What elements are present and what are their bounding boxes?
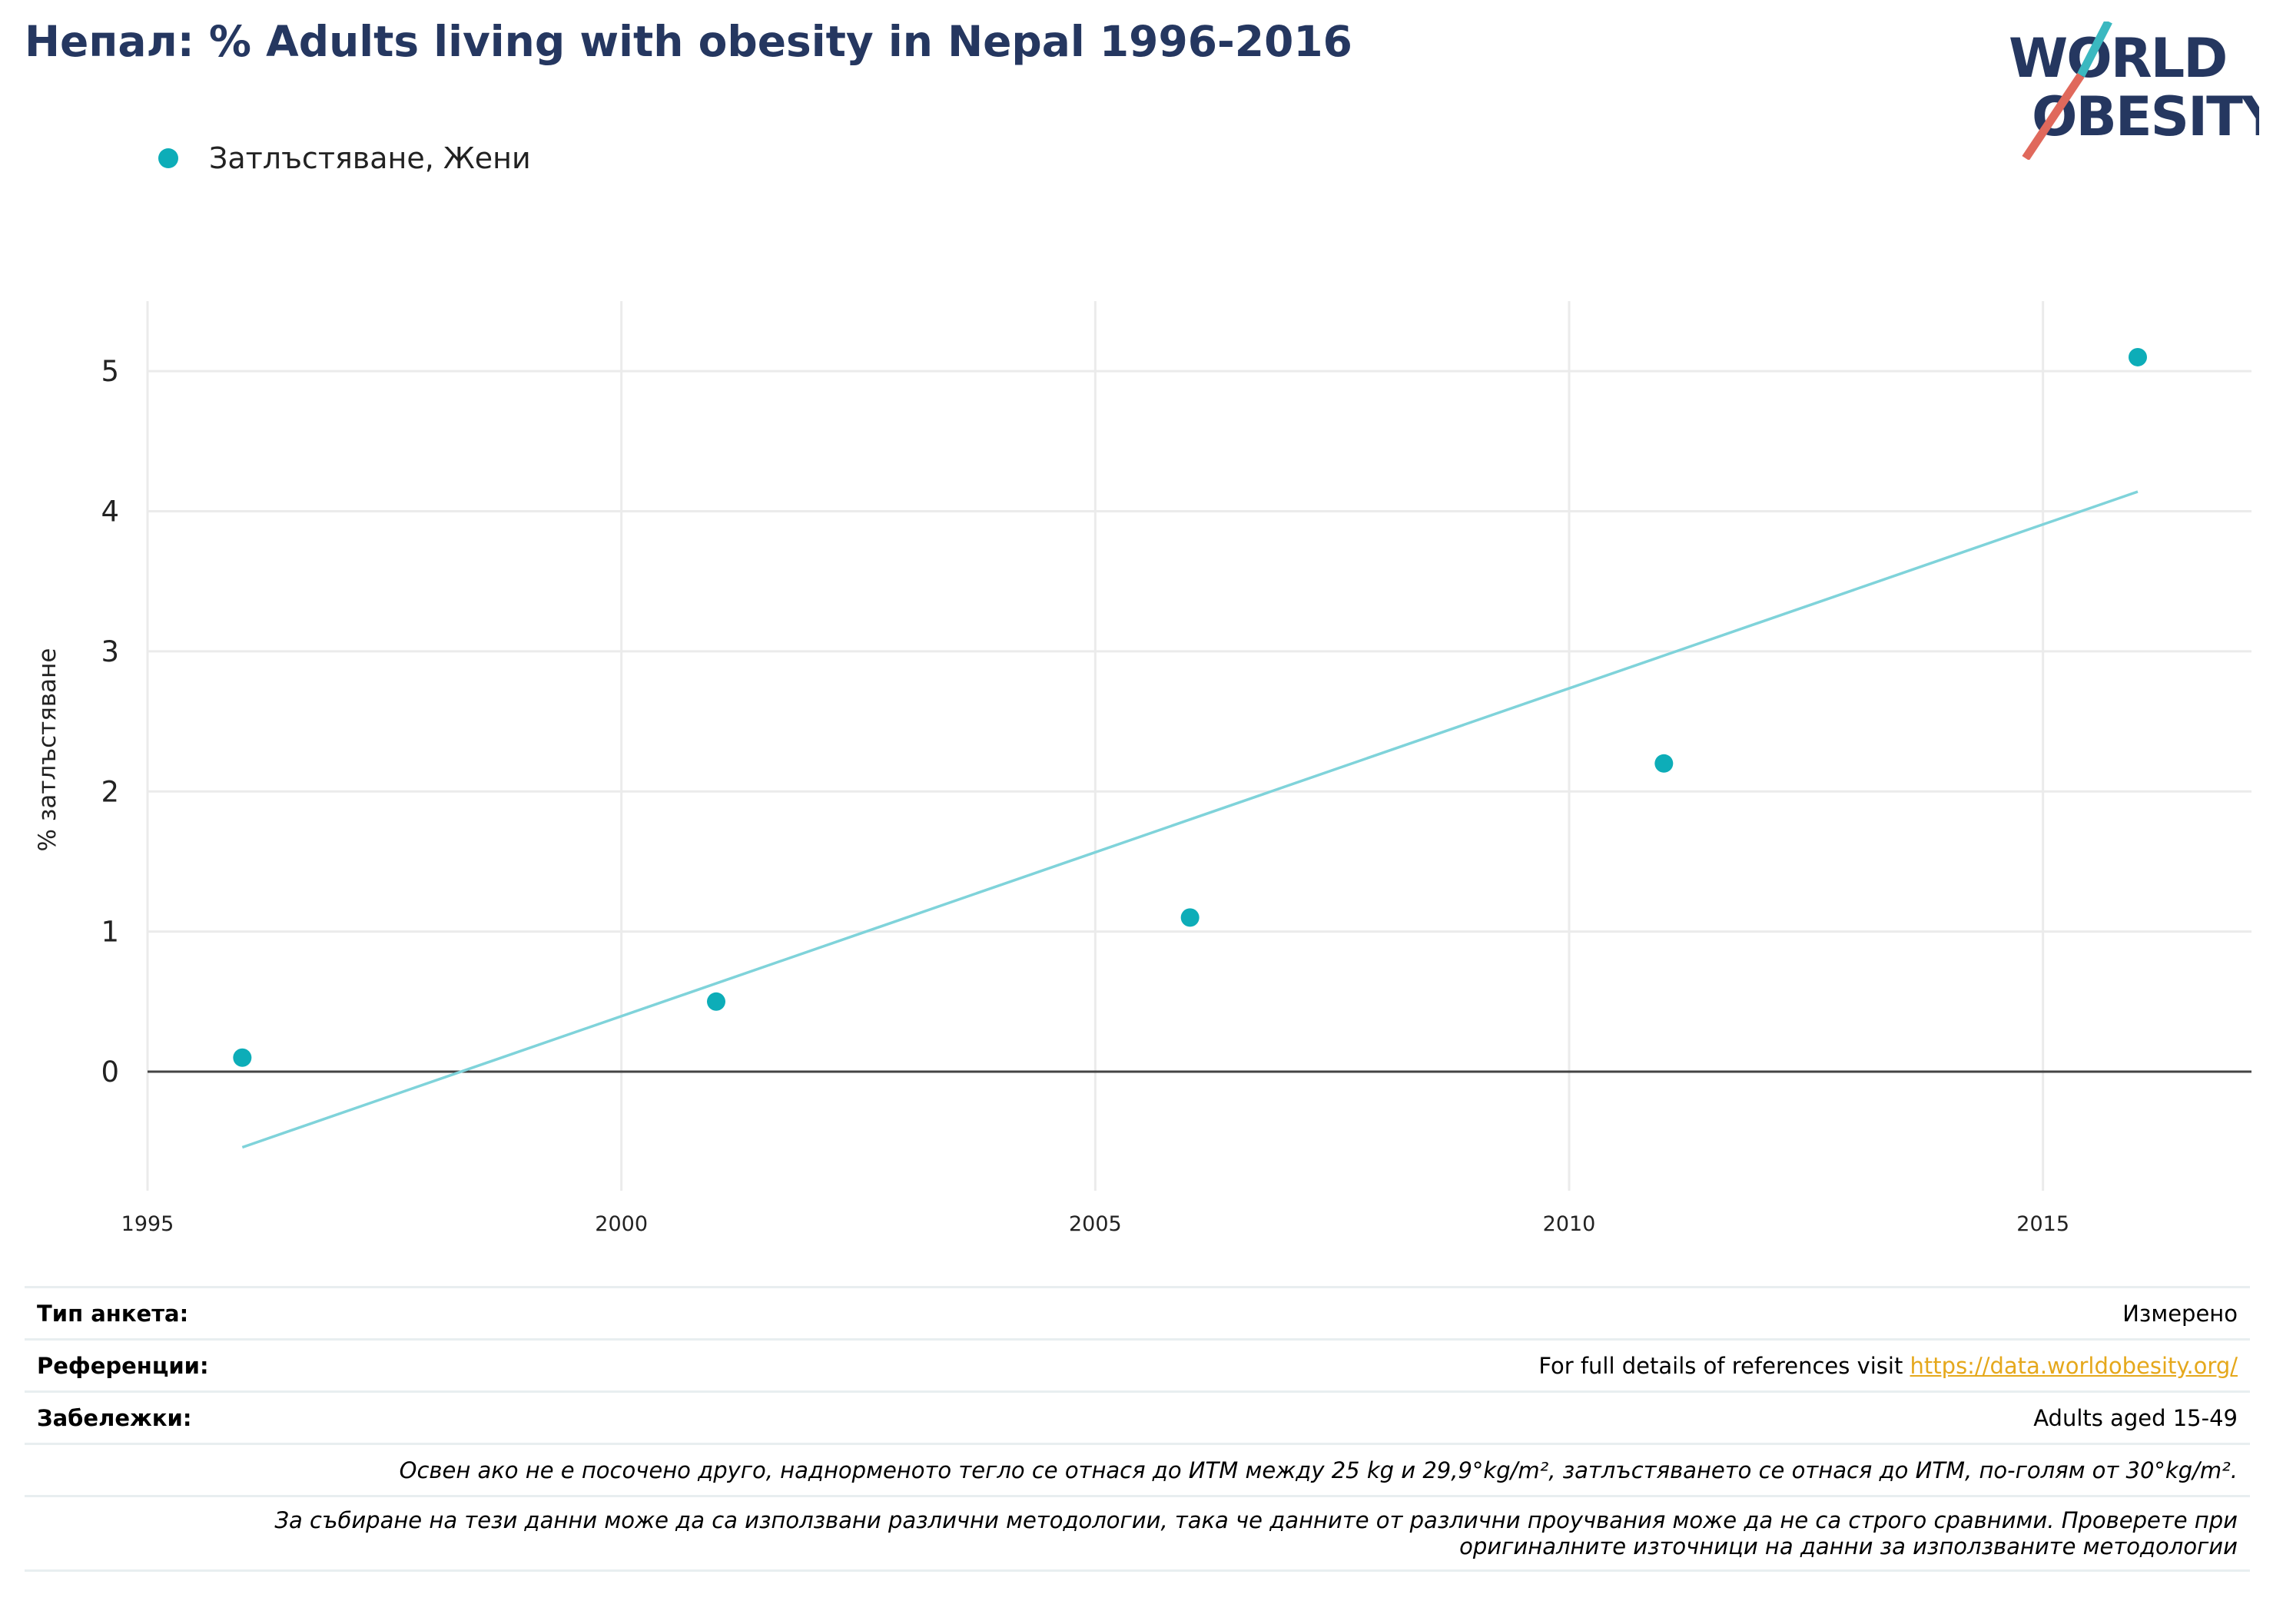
y-axis-title: % затлъстяване xyxy=(34,648,61,852)
references-row: Референции: For full details of referenc… xyxy=(25,1338,2250,1390)
notes-row: Забележки: Adults aged 15-49 xyxy=(25,1390,2250,1443)
chart-plot: 1995 2000 2005 2010 2015 0 1 2 3 4 5 xyxy=(101,301,2251,1236)
legend-label: Затлъстяване, Жени xyxy=(209,141,531,175)
references-link[interactable]: https://data.worldobesity.org/ xyxy=(1910,1352,2238,1379)
notes-value: Adults aged 15-49 xyxy=(2033,1404,2238,1431)
methods-note-line-1: За събиране на тези данни може да са изп… xyxy=(274,1507,2238,1533)
svg-text:WORLD: WORLD xyxy=(2009,27,2226,90)
references-text: For full details of references visit xyxy=(1538,1352,1910,1379)
x-tick-label: 2000 xyxy=(595,1212,648,1236)
legend-marker xyxy=(158,148,178,168)
y-tick-label: 3 xyxy=(101,635,119,668)
y-tick-label: 1 xyxy=(101,916,119,949)
survey-type-label: Тип анкета: xyxy=(37,1300,189,1327)
notes-label: Забележки: xyxy=(37,1404,192,1431)
data-point xyxy=(233,1048,252,1067)
x-tick-label: 2015 xyxy=(2016,1212,2069,1236)
y-tick-label: 2 xyxy=(101,775,119,808)
x-tick-label: 2005 xyxy=(1069,1212,1122,1236)
survey-type-value: Измерено xyxy=(2122,1300,2238,1327)
y-tick-label: 4 xyxy=(101,495,119,529)
info-table: Тип анкета: Измерено Референции: For ful… xyxy=(25,1286,2250,1572)
y-tick-label: 0 xyxy=(101,1056,119,1089)
survey-type-row: Тип анкета: Измерено xyxy=(25,1286,2250,1338)
methods-note-line-2: оригиналните източници на данни за изпол… xyxy=(1459,1533,2238,1559)
data-point xyxy=(2129,347,2147,366)
methods-note: За събиране на тези данни може да са изп… xyxy=(274,1507,2238,1559)
page-title: Непал: % Adults living with obesity in N… xyxy=(25,17,1352,66)
references-label: Референции: xyxy=(37,1352,209,1379)
chart-legend: Затлъстяване, Жени xyxy=(158,141,531,175)
references-value: For full details of references visit htt… xyxy=(1538,1353,2238,1379)
definition-note-row: Освен ако не е посочено друго, наднормен… xyxy=(25,1443,2250,1495)
methods-note-row: За събиране на тези данни може да са изп… xyxy=(25,1495,2250,1572)
data-point xyxy=(707,992,725,1011)
data-point xyxy=(1180,908,1200,927)
world-obesity-logo: WORLD OBESITY xyxy=(2009,22,2259,160)
data-point xyxy=(1654,754,1674,773)
y-tick-label: 5 xyxy=(101,355,119,388)
trend-line xyxy=(241,490,2139,1149)
x-tick-label: 1995 xyxy=(121,1212,174,1236)
definition-note: Освен ако не е посочено друго, наднормен… xyxy=(399,1457,2238,1483)
x-tick-label: 2010 xyxy=(1543,1212,1596,1236)
